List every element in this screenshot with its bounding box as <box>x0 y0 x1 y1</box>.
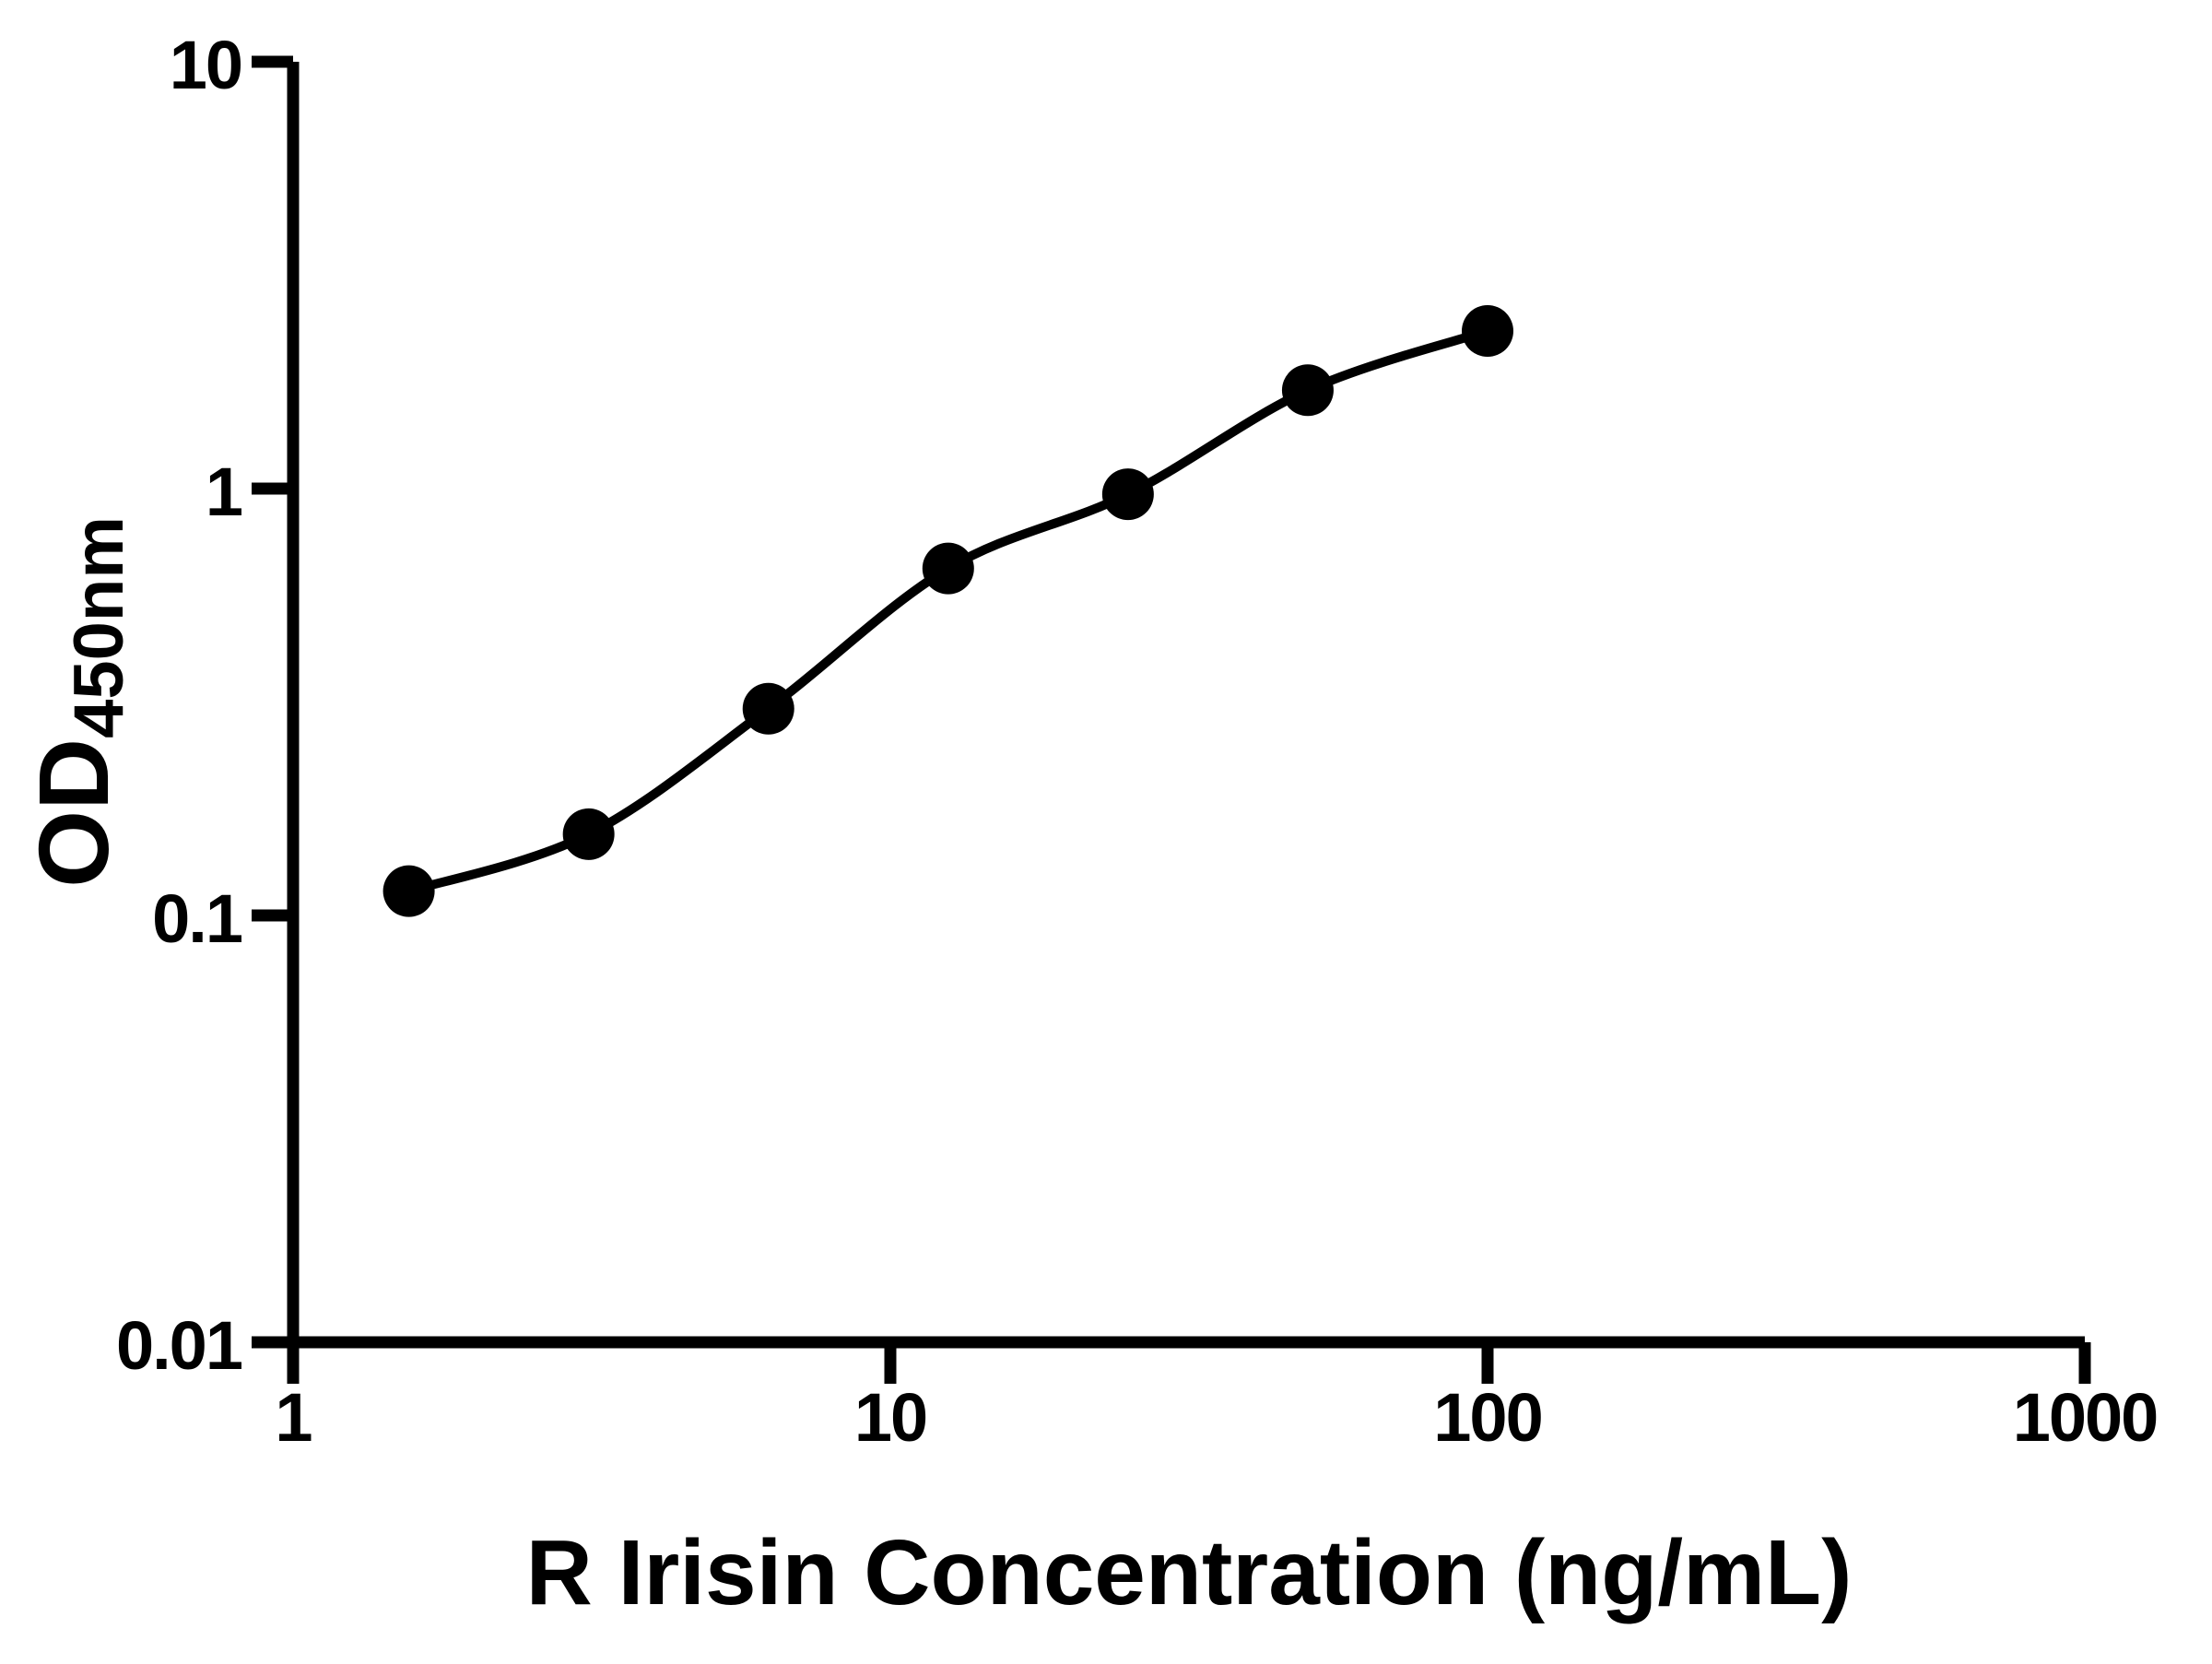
x-tick-label: 1000 <box>2013 1379 2158 1456</box>
y-axis-title: OD450nm <box>18 516 138 888</box>
y-tick-label: 0.1 <box>152 880 242 957</box>
data-point-marker <box>1101 468 1154 521</box>
x-tick-label: 1 <box>275 1379 312 1456</box>
x-tick-label: 10 <box>854 1379 926 1456</box>
x-axis-title: R Irisin Concentration (ng/mL) <box>526 1521 1853 1624</box>
data-point-markers <box>382 305 1513 917</box>
x-tick-label: 100 <box>1433 1379 1541 1456</box>
y-axis-tick-labels: 0.01 0.1 1 10 <box>116 27 244 1384</box>
data-point-marker <box>1462 305 1513 358</box>
data-point-marker <box>562 808 615 860</box>
y-tick-label: 10 <box>170 27 241 103</box>
data-point-marker <box>382 865 435 917</box>
x-axis-tick-labels: 1 10 100 1000 <box>275 1379 2159 1456</box>
data-series <box>382 305 1513 917</box>
y-tick-label: 1 <box>206 454 242 530</box>
y-axis-ticks <box>252 55 293 1349</box>
y-tick-label: 0.01 <box>116 1307 242 1384</box>
data-point-marker <box>742 682 794 735</box>
data-point-marker <box>1281 364 1334 417</box>
y-axis-title-subscript: 450nm <box>60 516 138 738</box>
x-axis-ticks <box>287 1342 2091 1384</box>
data-point-marker <box>922 542 974 595</box>
y-axis-title-main: OD <box>18 738 129 888</box>
